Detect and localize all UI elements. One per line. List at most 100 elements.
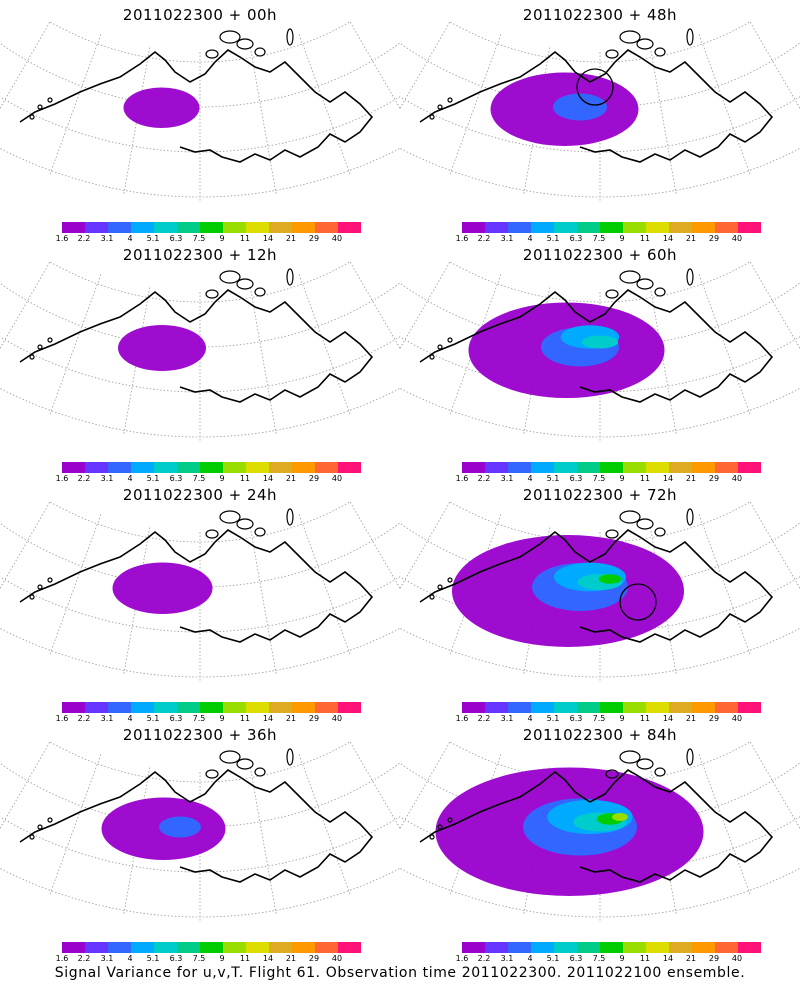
colorbar-swatch — [600, 462, 623, 473]
colorbar-swatch — [462, 222, 485, 233]
colorbar-swatch — [154, 462, 177, 473]
forecast-panel: 2011022300 + 24h 1.6 2.2 3.1 4 5.1 6.3 7.5 9 11 14… — [0, 480, 400, 723]
colorbar — [62, 222, 361, 233]
colorbar-tick-label: 7.5 — [592, 714, 606, 723]
colorbar-swatch — [738, 222, 761, 233]
colorbar-swatch — [577, 942, 600, 953]
colorbar-swatch — [508, 702, 531, 713]
colorbar-swatch — [692, 462, 715, 473]
colorbar-swatch — [669, 702, 692, 713]
colorbar-tick-label: 40 — [331, 714, 343, 723]
colorbar-swatch — [85, 462, 108, 473]
colorbar-tick-label: 4 — [527, 474, 533, 483]
colorbar-tick-label: 29 — [308, 714, 320, 723]
colorbar-tick-label: 2.2 — [477, 234, 491, 243]
colorbar-swatch — [600, 222, 623, 233]
forecast-panel: 2011022300 + 72h 1.6 2.2 3.1 4 5.1 6.3 7.5 9 11 14… — [400, 480, 800, 723]
colorbar-tick-label: 14 — [262, 714, 274, 723]
colorbar-tick-label: 3.1 — [100, 954, 114, 963]
colorbar-tick-label: 3.1 — [500, 954, 514, 963]
colorbar-tick-label: 21 — [285, 234, 297, 243]
colorbar-swatch — [108, 942, 131, 953]
colorbar-tick-label: 11 — [639, 954, 651, 963]
colorbar-swatch — [338, 942, 361, 953]
colorbar-swatch — [108, 462, 131, 473]
colorbar-ticks: 1.6 2.2 3.1 4 5.1 6.3 7.5 9 11 14 21 29 40 — [56, 234, 361, 244]
colorbar-tick-label: 14 — [662, 474, 674, 483]
colorbar-ticks: 1.6 2.2 3.1 4 5.1 6.3 7.5 9 11 14 21 29 40 — [56, 954, 361, 964]
colorbar-tick-label: 9 — [219, 954, 225, 963]
panel-title: 2011022300 + 84h — [522, 726, 678, 744]
colorbar — [62, 462, 361, 473]
colorbar-swatch — [531, 222, 554, 233]
colorbar-tick-label: 6.3 — [569, 954, 583, 963]
colorbar-swatch — [577, 462, 600, 473]
colorbar-tick-label: 11 — [239, 954, 251, 963]
forecast-panel: 2011022300 + 12h 1.6 2.2 3.1 4 5.1 6.3 7.5 9 11 14… — [0, 240, 400, 483]
colorbar-tick-label: 5.1 — [146, 714, 160, 723]
panel-title: 2011022300 + 12h — [122, 246, 278, 264]
colorbar-tick-label: 40 — [331, 954, 343, 963]
colorbar-tick-label: 6.3 — [569, 474, 583, 483]
colorbar-ticks: 1.6 2.2 3.1 4 5.1 6.3 7.5 9 11 14 21 29 40 — [456, 714, 761, 724]
colorbar-tick-label: 1.6 — [55, 714, 69, 723]
forecast-panel: 2011022300 + 60h 1.6 2.2 3.1 4 5.1 6.3 7.5 9 11 14… — [400, 240, 800, 483]
colorbar-tick-label: 7.5 — [192, 234, 206, 243]
colorbar-swatch — [246, 462, 269, 473]
colorbar-swatch — [646, 222, 669, 233]
colorbar-tick-label: 29 — [308, 954, 320, 963]
colorbar-swatch — [223, 702, 246, 713]
colorbar-swatch — [554, 462, 577, 473]
polar-map — [400, 22, 800, 212]
colorbar-swatch — [669, 222, 692, 233]
colorbar-tick-label: 40 — [731, 234, 743, 243]
colorbar-tick-label: 11 — [639, 714, 651, 723]
colorbar-tick-label: 4 — [127, 474, 133, 483]
variance-field — [101, 797, 226, 860]
colorbar-swatch — [692, 702, 715, 713]
colorbar-swatch — [292, 222, 315, 233]
colorbar-tick-label: 3.1 — [100, 234, 114, 243]
colorbar — [462, 222, 761, 233]
colorbar-swatch — [131, 702, 154, 713]
colorbar-swatch — [338, 462, 361, 473]
colorbar-tick-label: 9 — [219, 714, 225, 723]
colorbar-tick-label: 11 — [239, 474, 251, 483]
colorbar-swatch — [508, 942, 531, 953]
colorbar-ticks: 1.6 2.2 3.1 4 5.1 6.3 7.5 9 11 14 21 29 40 — [456, 474, 761, 484]
colorbar-tick-label: 14 — [662, 714, 674, 723]
colorbar-tick-label: 29 — [708, 234, 720, 243]
colorbar-swatch — [531, 462, 554, 473]
colorbar-tick-label: 4 — [127, 234, 133, 243]
colorbar-swatch — [646, 462, 669, 473]
colorbar-swatch — [85, 222, 108, 233]
colorbar-ticks: 1.6 2.2 3.1 4 5.1 6.3 7.5 9 11 14 21 29 40 — [456, 954, 761, 964]
colorbar-swatch — [600, 702, 623, 713]
panel-title: 2011022300 + 36h — [122, 726, 278, 744]
observation-circle — [619, 583, 657, 621]
colorbar-tick-label: 14 — [662, 234, 674, 243]
colorbar-swatch — [738, 462, 761, 473]
colorbar-ticks: 1.6 2.2 3.1 4 5.1 6.3 7.5 9 11 14 21 29 40 — [56, 714, 361, 724]
panel-title: 2011022300 + 00h — [122, 6, 278, 24]
colorbar-swatch — [85, 942, 108, 953]
colorbar-tick-label: 3.1 — [100, 474, 114, 483]
colorbar-swatch — [315, 222, 338, 233]
colorbar-swatch — [462, 942, 485, 953]
colorbar-swatch — [646, 702, 669, 713]
polar-map — [400, 502, 800, 692]
coastline — [19, 529, 374, 643]
colorbar-swatch — [338, 222, 361, 233]
colorbar-swatch — [85, 702, 108, 713]
variance-field — [112, 562, 213, 614]
variance-field — [452, 535, 684, 647]
forecast-panel: 2011022300 + 36h 1.6 2.2 3.1 4 5.1 6.3 7.5 9 11 14… — [0, 720, 400, 963]
polar-map — [0, 22, 400, 212]
colorbar — [62, 702, 361, 713]
panel-title: 2011022300 + 48h — [522, 6, 678, 24]
colorbar-swatch — [62, 702, 85, 713]
colorbar-swatch — [508, 462, 531, 473]
colorbar-tick-label: 7.5 — [192, 954, 206, 963]
colorbar-swatch — [531, 942, 554, 953]
polar-map — [400, 742, 800, 932]
